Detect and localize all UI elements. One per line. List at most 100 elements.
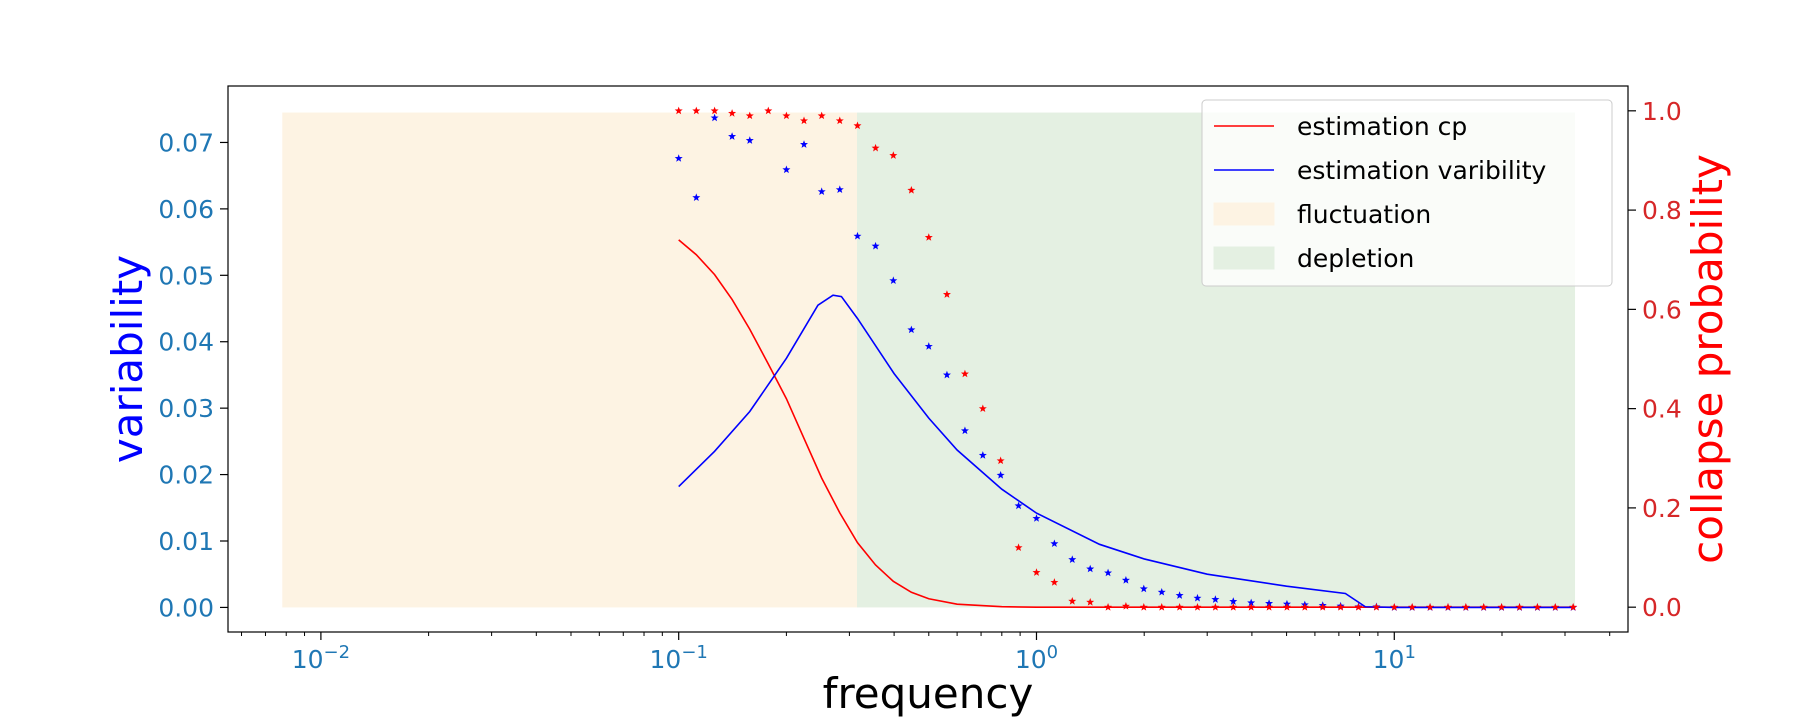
data-point-collapse-probability-samples [1014,543,1023,552]
data-point-collapse-probability-samples [764,106,773,115]
data-point-collapse-probability-samples [817,111,826,120]
y-right-tick-label: 0.6 [1642,295,1682,324]
data-point-collapse-probability-samples [1444,602,1452,611]
legend-label: depletion [1297,244,1414,273]
data-point-collapse-probability-samples [960,369,969,378]
data-point-collapse-probability-samples [1086,598,1095,606]
data-point-collapse-probability-samples [745,111,754,120]
data-point-variability-samples [710,113,719,122]
data-point-collapse-probability-samples [889,151,898,159]
data-point-variability-samples [692,193,701,201]
series-markers [674,106,1578,611]
region-fluctuation [282,112,857,608]
data-point-collapse-probability-samples [996,456,1005,465]
y-right-tick-label: 1.0 [1642,97,1682,126]
y-right-tick-label: 0.4 [1642,395,1682,424]
data-point-collapse-probability-samples [1354,602,1363,611]
y-axis-left-label: variability [103,255,152,463]
data-point-variability-samples [817,187,826,196]
data-point-collapse-probability-samples [1068,597,1077,605]
data-point-variability-samples [1193,593,1202,602]
data-point-collapse-probability-samples [1032,568,1041,576]
legend-box [1201,99,1613,287]
data-point-collapse-probability-samples [1104,602,1113,611]
data-point-variability-samples [728,132,737,140]
legend-swatch [1213,246,1275,270]
data-point-variability-samples [1211,595,1220,603]
y-axis-left: 0.00 0.01 0.02 0.03 0.04 0.05 0.06 0.07 [158,128,228,622]
x-tick-label: 10−2 [292,642,350,674]
data-point-collapse-probability-samples [674,106,683,115]
data-point-variability-samples [1139,584,1148,593]
data-point-variability-samples [978,451,987,459]
data-point-variability-samples [1086,564,1095,573]
data-point-collapse-probability-samples [710,106,719,115]
data-point-variability-samples [1050,539,1059,548]
data-point-collapse-probability-samples [1300,602,1309,611]
data-point-variability-samples [924,342,933,350]
data-point-collapse-probability-samples [942,290,951,298]
x-axis-label: frequency [823,669,1034,718]
data-point-collapse-probability-samples [1265,602,1274,611]
data-point-variability-samples [996,471,1005,479]
data-point-collapse-probability-samples [1497,602,1506,611]
data-point-collapse-probability-samples [1247,602,1256,611]
data-point-collapse-probability-samples [1569,602,1578,611]
data-point-collapse-probability-samples [1479,602,1488,611]
data-point-variability-samples [674,154,683,162]
data-point-collapse-probability-samples [1426,602,1435,611]
y-axis-right-label: collapse probability [1683,154,1732,564]
series-line-estimation-varibility [678,294,1576,609]
data-point-variability-samples [871,241,880,250]
y-left-tick-label: 0.03 [158,394,214,423]
x-axis: 10−2 10−1 100 101 [241,632,1611,674]
data-point-variability-samples [889,276,898,285]
data-point-variability-samples [1032,514,1041,522]
data-point-collapse-probability-samples [1551,602,1560,611]
y-left-tick-label: 0.04 [158,328,214,357]
data-point-collapse-probability-samples [835,116,844,125]
data-point-variability-samples [853,231,862,240]
data-point-collapse-probability-samples [871,143,880,152]
data-point-collapse-probability-samples [1372,602,1381,611]
data-point-collapse-probability-samples [1050,578,1059,586]
y-left-tick-label: 0.06 [158,195,214,224]
data-point-collapse-probability-samples [1139,602,1148,611]
data-point-collapse-probability-samples [924,233,933,241]
data-point-variability-samples [1104,568,1113,577]
data-point-collapse-probability-samples [1533,602,1542,611]
data-point-variability-samples [1229,597,1238,605]
data-point-collapse-probability-samples [800,116,808,125]
data-point-collapse-probability-samples [692,106,701,115]
y-left-tick-label: 0.05 [158,261,214,290]
data-point-variability-samples [907,325,916,334]
data-point-variability-samples [1175,591,1184,599]
y-right-tick-label: 0.0 [1642,593,1682,622]
y-right-tick-label: 0.2 [1642,494,1682,523]
y-left-tick-label: 0.07 [158,128,214,157]
data-point-collapse-probability-samples [1336,602,1345,611]
data-point-variability-samples [1121,575,1130,584]
legend: estimation cp estimation varibility fluctu… [1201,99,1613,287]
data-point-collapse-probability-samples [1193,602,1202,611]
series-lines [678,239,1576,609]
data-point-collapse-probability-samples [1211,602,1220,611]
legend-swatch [1213,202,1275,226]
x-tick-label: 101 [1373,642,1416,674]
legend-label: estimation cp [1297,112,1467,141]
data-point-variability-samples [960,426,969,435]
data-point-collapse-probability-samples [782,111,791,120]
data-point-variability-samples [1157,587,1166,596]
y-left-tick-label: 0.00 [158,593,214,622]
legend-label: estimation varibility [1297,156,1547,185]
data-point-variability-samples [1247,598,1256,607]
data-point-collapse-probability-samples [728,109,737,117]
data-point-variability-samples [1068,555,1077,563]
data-point-variability-samples [1014,501,1023,510]
data-point-collapse-probability-samples [1175,602,1184,611]
data-point-collapse-probability-samples [853,121,862,130]
plot-frame [227,85,1629,633]
x-tick-label: 100 [1015,642,1058,674]
data-point-variability-samples [745,136,754,144]
